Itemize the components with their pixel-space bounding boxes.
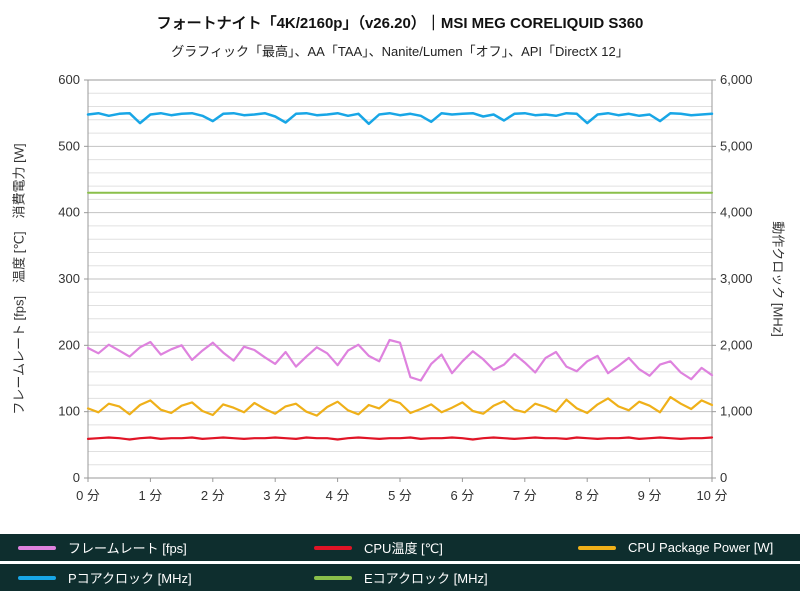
svg-text:0: 0 — [73, 470, 80, 485]
legend-row: フレームレート [fps] CPU温度 [℃] CPU Package Power … — [0, 534, 800, 561]
legend-label: CPU Package Power [W] — [628, 540, 774, 555]
left-axis-title: フレームレート [fps] 温度 [℃] 消費電力 [W] — [11, 143, 27, 415]
svg-text:8 分: 8 分 — [575, 488, 599, 503]
legend-item: CPU温度 [℃] — [296, 538, 560, 557]
legend-item: Eコアクロック [MHz] — [296, 568, 560, 587]
legend-row: Pコアクロック [MHz] Eコアクロック [MHz] — [0, 564, 800, 591]
legend-item: CPU Package Power [W] — [560, 540, 800, 555]
svg-text:9 分: 9 分 — [638, 488, 662, 503]
svg-text:7 分: 7 分 — [513, 488, 537, 503]
chart-area: フレームレート [fps] 温度 [℃] 消費電力 [W] 動作クロック [MH… — [0, 64, 800, 524]
svg-text:6 分: 6 分 — [450, 488, 474, 503]
svg-text:10 分: 10 分 — [696, 488, 727, 503]
legend-swatch-line — [314, 545, 352, 550]
svg-text:100: 100 — [58, 404, 80, 419]
legend-swatch-line — [18, 575, 56, 580]
series-line — [86, 338, 714, 382]
series-line — [86, 111, 714, 126]
svg-text:5,000: 5,000 — [720, 138, 753, 153]
svg-text:0 分: 0 分 — [76, 488, 100, 503]
svg-text:3,000: 3,000 — [720, 271, 753, 286]
svg-text:1,000: 1,000 — [720, 404, 753, 419]
svg-text:5 分: 5 分 — [388, 488, 412, 503]
svg-text:3 分: 3 分 — [263, 488, 287, 503]
chart-canvas: 0 分 1 分 2 分 3 分 4 分 5 分 6 分 7 分 8 分 9 分 10 分 0 100 20… — [58, 72, 753, 503]
svg-text:4,000: 4,000 — [720, 205, 753, 220]
right-axis-title: 動作クロック [MHz] — [770, 221, 786, 337]
legend-swatch-line — [314, 575, 352, 580]
svg-text:300: 300 — [58, 271, 80, 286]
svg-text:200: 200 — [58, 337, 80, 352]
legend-label: Eコアクロック [MHz] — [364, 571, 488, 586]
svg-text:0: 0 — [720, 470, 727, 485]
chart-title: フォートナイト「4K/2160p」（v26.20）｜MSI MEG CORELI… — [156, 15, 644, 32]
legend-swatch-line — [18, 545, 56, 550]
svg-text:2,000: 2,000 — [720, 337, 753, 352]
svg-text:1 分: 1 分 — [138, 488, 162, 503]
legend-item: フレームレート [fps] — [0, 538, 296, 557]
chart-subtitle: グラフィック「最高」、AA「TAA」、Nanite/Lumen「オフ」、API「… — [171, 44, 629, 59]
svg-text:2 分: 2 分 — [201, 488, 225, 503]
legend-swatch-line — [578, 545, 616, 550]
legend-label: フレームレート [fps] — [68, 541, 187, 556]
legend-item: Pコアクロック [MHz] — [0, 568, 296, 587]
svg-text:600: 600 — [58, 72, 80, 87]
svg-text:500: 500 — [58, 138, 80, 153]
svg-text:4 分: 4 分 — [326, 488, 350, 503]
chart-legend: フレームレート [fps] CPU温度 [℃] CPU Package Power … — [0, 534, 800, 591]
series-line — [86, 436, 714, 441]
legend-label: Pコアクロック [MHz] — [68, 571, 192, 586]
svg-text:6,000: 6,000 — [720, 72, 753, 87]
legend-label: CPU温度 [℃] — [364, 541, 443, 556]
series-line — [86, 396, 714, 417]
svg-text:400: 400 — [58, 205, 80, 220]
